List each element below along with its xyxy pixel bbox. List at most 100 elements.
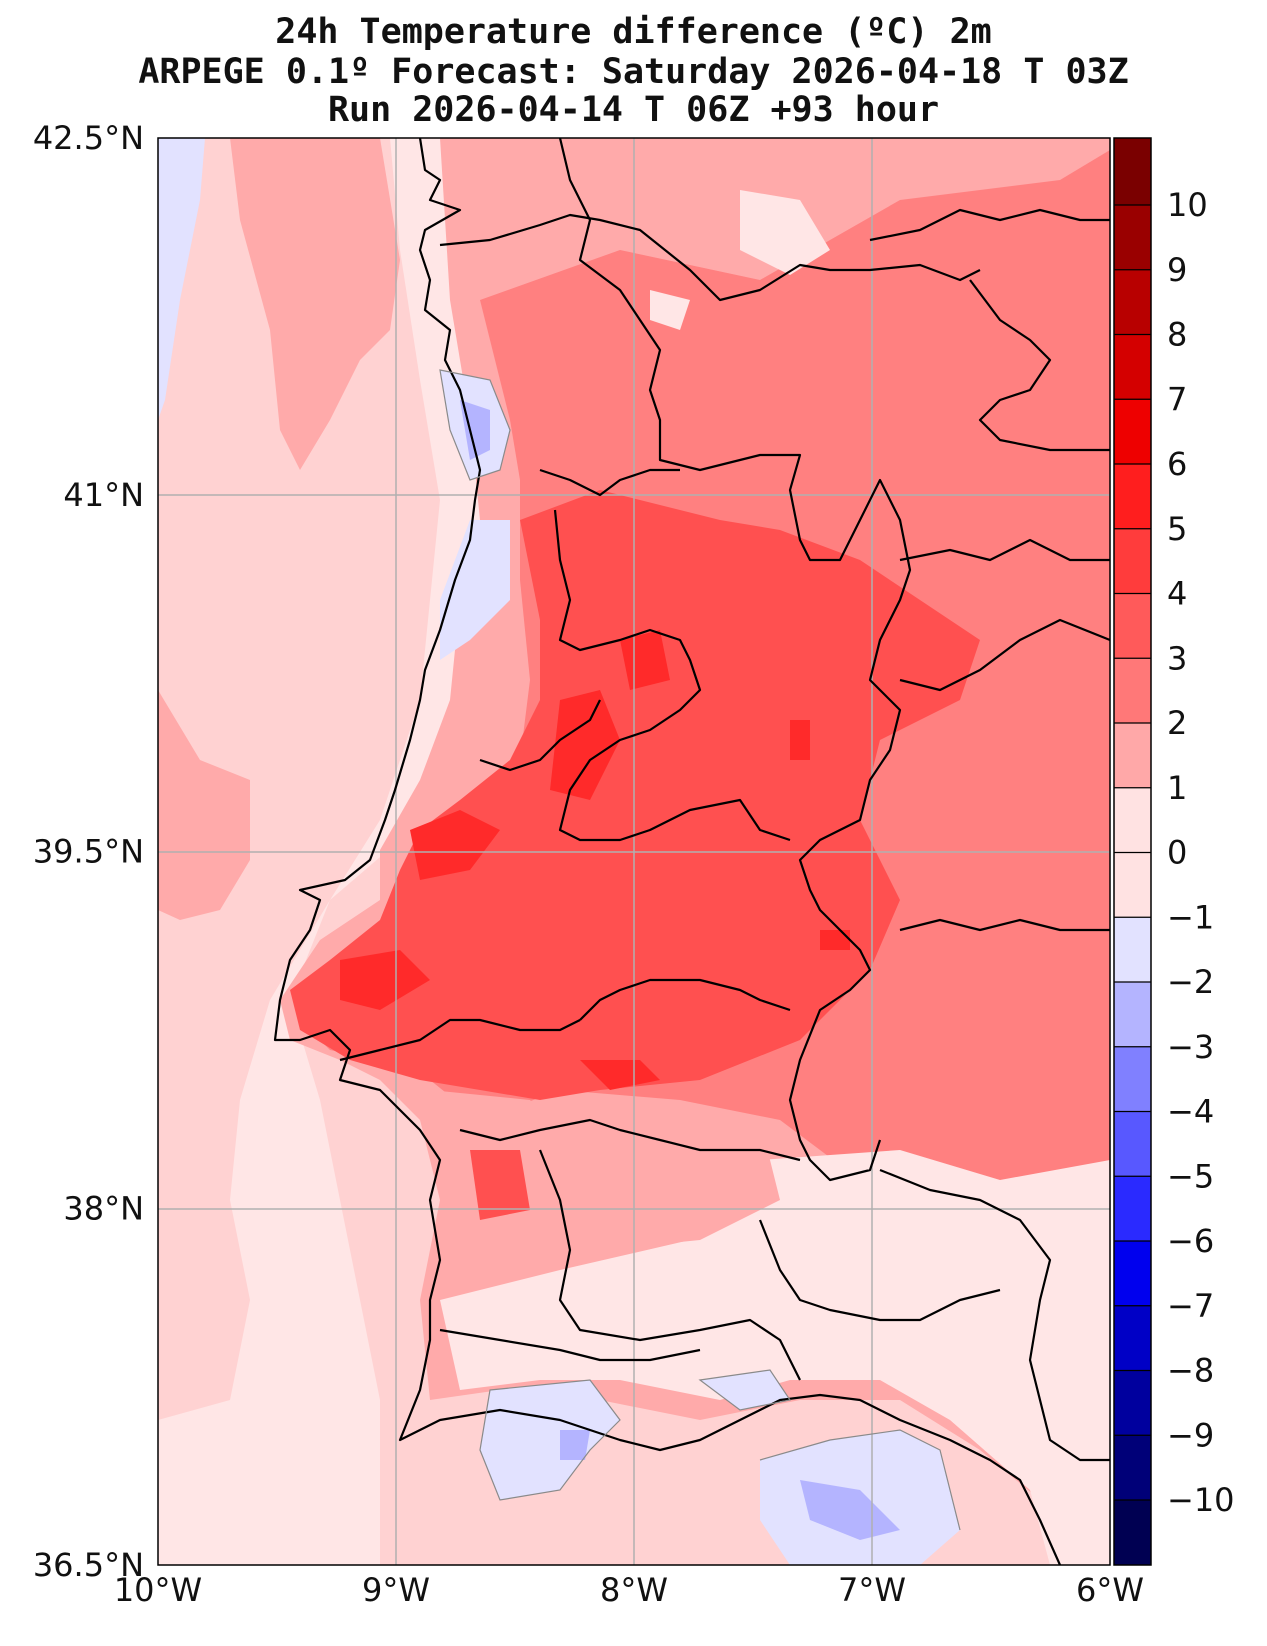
longitude-tick-label: 9°W xyxy=(362,1571,430,1609)
longitude-tick-label: 7°W xyxy=(838,1571,906,1609)
colorbar-tick-label: −2 xyxy=(1167,963,1214,1001)
border-internal xyxy=(579,978,791,1021)
border-internal xyxy=(479,699,601,772)
colorbar-segment xyxy=(1114,917,1151,983)
negative-patch xyxy=(700,1370,790,1410)
coastline xyxy=(273,138,1062,1565)
map-frame xyxy=(157,137,1111,1566)
map-panel xyxy=(158,138,1110,1565)
border-internal xyxy=(899,618,1110,692)
colorbar-segment xyxy=(1114,205,1151,271)
colorbar-tick-label: −8 xyxy=(1167,1352,1214,1390)
longitude-labels: 10°W 9°W 8°W 7°W 6°W xyxy=(114,1571,1144,1609)
colorbar-tick-label: 2 xyxy=(1167,704,1187,742)
colorbar-segment xyxy=(1114,1370,1151,1436)
colorbar-segment xyxy=(1114,1111,1151,1177)
negative-patch-strong xyxy=(560,1430,590,1460)
land-pale-patch xyxy=(650,290,690,330)
border-internal xyxy=(879,1168,1110,1462)
colorbar-segment xyxy=(1114,399,1151,465)
border-internal xyxy=(758,1219,1001,1322)
latitude-tick-label: 36.5°N xyxy=(33,1546,144,1584)
border-internal xyxy=(339,1018,581,1062)
colorbar-tick-label: 5 xyxy=(1167,510,1187,548)
colorbar-tick-label: 9 xyxy=(1167,251,1187,289)
colorbar-segment xyxy=(1114,658,1151,724)
land-warm-spot xyxy=(470,1150,530,1220)
colorbar-tick-label: −4 xyxy=(1167,1093,1214,1131)
colorbar-tick-label: −10 xyxy=(1167,1481,1235,1519)
ocean-negative-patch xyxy=(158,138,205,420)
grid-lines xyxy=(158,138,1110,1565)
latitude-tick-label: 39.5°N xyxy=(33,833,144,871)
colorbar xyxy=(1113,137,1152,1566)
colorbar-tick-label: 3 xyxy=(1167,639,1187,677)
land-peak-zone xyxy=(340,950,430,1010)
title-line-2: ARPEGE 0.1º Forecast: Saturday 2026-04-1… xyxy=(138,52,1129,92)
border-internal xyxy=(869,208,1110,242)
longitude-tick-label: 6°W xyxy=(1076,1571,1144,1609)
colorbar-tick-label: 4 xyxy=(1167,575,1187,613)
border-north xyxy=(439,213,981,302)
colorbar-segment xyxy=(1114,723,1151,789)
ocean-warm-patch xyxy=(158,690,250,920)
colorbar-segment xyxy=(1114,1241,1151,1307)
negative-patch xyxy=(440,520,510,660)
colorbar-segment xyxy=(1114,1176,1151,1242)
colorbar-tick-label: 8 xyxy=(1167,316,1187,354)
latitude-tick-label: 42.5°N xyxy=(33,119,144,157)
border-internal xyxy=(553,509,791,842)
latitude-tick-label: 38°N xyxy=(63,1189,144,1227)
border-internal xyxy=(539,468,680,497)
land-pale-patch xyxy=(440,1150,1110,1565)
land-peak-zone xyxy=(820,930,850,950)
colorbar-segment xyxy=(1114,528,1151,594)
colorbar-tick-label: −3 xyxy=(1167,1028,1214,1066)
border-internal xyxy=(459,1118,801,1162)
colorbar-tick-label: 7 xyxy=(1167,380,1187,418)
border-internal xyxy=(439,1328,701,1362)
land-peak-zone xyxy=(790,720,810,760)
longitude-tick-label: 10°W xyxy=(114,1571,202,1609)
colorbar-segment xyxy=(1114,1046,1151,1112)
colorbar-segment xyxy=(1114,334,1151,400)
colorbar-segment xyxy=(1114,852,1151,918)
ocean-warm-patch xyxy=(230,138,400,470)
colorbar-tick-label: 6 xyxy=(1167,445,1187,483)
zero-contours xyxy=(439,369,961,1531)
colorbar-segment xyxy=(1114,1500,1151,1566)
border-internal xyxy=(899,538,1110,562)
border-internal xyxy=(899,918,1110,932)
negative-patch xyxy=(480,1380,620,1500)
colorbar-tick-label: 10 xyxy=(1167,186,1208,224)
border-portugal-spain xyxy=(558,138,912,1182)
colorbar-segment xyxy=(1114,269,1151,335)
colorbar-tick-label: −6 xyxy=(1167,1222,1214,1260)
colorbar-segment xyxy=(1114,138,1151,206)
colorbar-tick-label: −1 xyxy=(1167,898,1214,936)
colorbar-tick-label: 1 xyxy=(1167,769,1187,807)
latitude-labels: 42.5°N 41°N 39.5°N 38°N 36.5°N xyxy=(33,119,144,1584)
colorbar-tick-label: 0 xyxy=(1167,834,1187,872)
colorbar-tick-label: −7 xyxy=(1167,1287,1214,1325)
colorbar-tick-label: −9 xyxy=(1167,1416,1214,1454)
colorbar-tick-label: −5 xyxy=(1167,1157,1214,1195)
colorbar-segment xyxy=(1114,982,1151,1048)
colorbar-segment xyxy=(1114,787,1151,853)
colorbar-segment xyxy=(1114,464,1151,530)
land-pale-patch xyxy=(740,190,830,275)
border-internal xyxy=(969,279,1110,452)
latitude-tick-label: 41°N xyxy=(63,476,144,514)
title-line-1: 24h Temperature difference (ºC) 2m xyxy=(275,12,992,52)
land-peak-zone xyxy=(620,630,670,690)
negative-patch-strong xyxy=(460,400,490,460)
land-peak-zone xyxy=(410,810,500,880)
longitude-tick-label: 8°W xyxy=(600,1571,668,1609)
colorbar-segment xyxy=(1114,1305,1151,1371)
colorbar-frame xyxy=(1113,137,1152,1566)
land-peak-zone xyxy=(580,1060,660,1090)
border-internal xyxy=(538,1149,801,1381)
colorbar-segment xyxy=(1114,593,1151,659)
